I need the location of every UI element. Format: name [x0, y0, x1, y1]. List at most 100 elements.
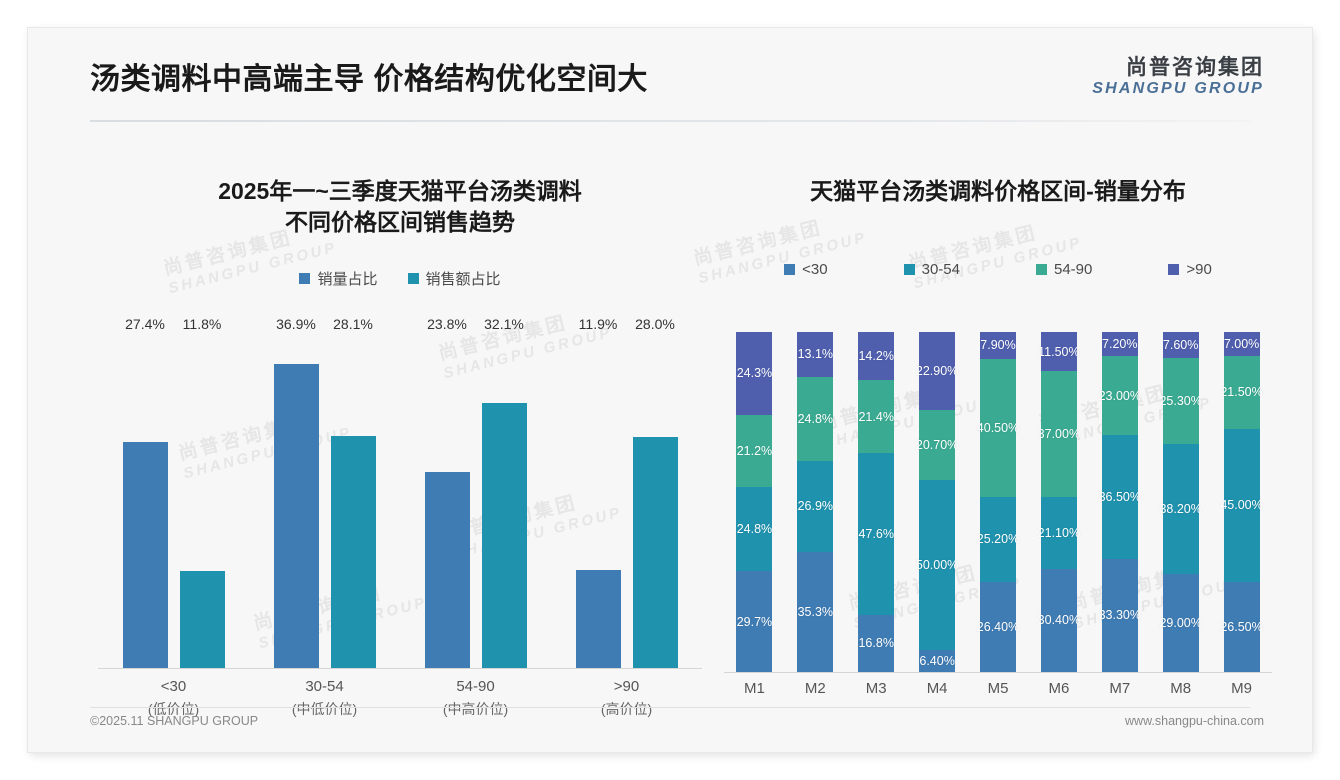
stacked-bar-segment[interactable]: 21.4%: [858, 380, 895, 454]
stacked-bar-segment[interactable]: 30.40%: [1038, 568, 1080, 672]
x-axis-label: >90 (高价位): [551, 676, 702, 720]
stacked-bar: 13.1% 24.8% 26.9% 35.3%: [797, 332, 834, 673]
stacked-bar-segment[interactable]: 24.8%: [736, 486, 773, 572]
segment-value-label: 20.70%: [915, 438, 959, 453]
stacked-bar-segment[interactable]: 33.30%: [1098, 558, 1141, 672]
stacked-bar-segment[interactable]: 37.00%: [1038, 371, 1080, 497]
stacked-bar-segment[interactable]: 25.20%: [977, 496, 1019, 583]
stacked-bar-segment[interactable]: 16.8%: [858, 614, 895, 673]
x-axis-label: M2: [804, 680, 826, 697]
bar[interactable]: 28.0%: [632, 316, 678, 668]
bar[interactable]: 28.1%: [330, 316, 376, 668]
x-axis-label-sub: (中低价位): [291, 700, 358, 717]
segment-value-label: 26.50%: [1220, 619, 1263, 634]
bar-value-label: 28.1%: [333, 316, 373, 332]
stacked-bar-segment[interactable]: 47.6%: [858, 453, 895, 615]
stacked-bar-segment[interactable]: 21.50%: [1220, 355, 1263, 429]
stacked-bar-segment[interactable]: 13.1%: [797, 332, 834, 377]
left-chart-title: 2025年一~三季度天猫平台汤类调料 不同价格区间销售趋势: [90, 176, 710, 238]
legend-swatch-icon: [1036, 263, 1047, 275]
stacked-bar-segment[interactable]: 24.3%: [736, 332, 773, 415]
stacked-bar-segment[interactable]: 26.9%: [797, 460, 834, 553]
logo-text-en: SHANGPU GROUP: [1092, 79, 1264, 97]
x-axis-label: M7: [1109, 680, 1131, 697]
stacked-bar-segment[interactable]: 24.8%: [797, 376, 834, 461]
slide-canvas: 尚普咨询集团 SHANGPU GROUP 尚普咨询集团 SHANGPU GROUP …: [28, 28, 1312, 752]
logo-text-cn: 尚普咨询集团: [1126, 56, 1264, 79]
right-legend-item[interactable]: >90: [1168, 261, 1212, 278]
stacked-bar-segment[interactable]: 26.40%: [977, 582, 1019, 673]
x-axis-label-sub: (高价位): [600, 700, 653, 717]
slide-header: 汤类调料中高端主导 价格结构优化空间大 尚普咨询集团 SHANGPU GROUP: [28, 28, 1312, 122]
bar[interactable]: 36.9%: [273, 316, 319, 668]
segment-value-label: 6.40%: [919, 654, 955, 669]
right-legend-item[interactable]: 30-54: [903, 260, 960, 278]
x-axis-label: M8: [1170, 680, 1192, 697]
segment-value-label: 25.30%: [1159, 393, 1202, 408]
stacked-bar-segment[interactable]: 21.10%: [1038, 496, 1080, 569]
segment-value-label: 11.50%: [1038, 344, 1080, 359]
bar-column: 28.1%: [330, 316, 376, 668]
stacked-bar-segment[interactable]: 29.7%: [736, 571, 773, 672]
stacked-bar-segment[interactable]: 21.2%: [736, 414, 773, 487]
stacked-bar-segment[interactable]: 45.00%: [1220, 428, 1263, 582]
stacked-bar-segment[interactable]: 7.20%: [1101, 332, 1138, 357]
right-legend-item[interactable]: <30: [784, 261, 828, 278]
bar-group: 36.9% 28.1%: [249, 316, 400, 668]
left-chart-title-line1: 2025年一~三季度天猫平台汤类调料: [218, 178, 582, 204]
stacked-bar-segment[interactable]: 14.2%: [858, 332, 895, 381]
right-legend-label: 30-54: [921, 260, 960, 278]
bar-column: 23.8%: [424, 316, 470, 668]
right-chart-panel: 天猫平台汤类调料价格区间-销量分布 <30 30-54 54-90 >90 24.3%…: [718, 128, 1278, 728]
right-legend-label: 54-90: [1054, 260, 1093, 278]
bar[interactable]: 11.8%: [179, 316, 225, 668]
bar[interactable]: 23.8%: [424, 316, 470, 668]
legend-swatch-icon: [299, 272, 311, 284]
stacked-bar: 7.20% 23.00% 36.50% 33.30%: [1098, 332, 1141, 672]
stacked-bar-segment[interactable]: 38.20%: [1159, 443, 1202, 574]
footer-divider: [90, 707, 1250, 708]
right-chart-title: 天猫平台汤类调料价格区间-销量分布: [810, 178, 1186, 204]
stacked-bar-segment[interactable]: 11.50%: [1038, 332, 1080, 372]
left-legend-item[interactable]: 销量占比: [299, 268, 378, 289]
segment-value-label: 21.2%: [736, 443, 773, 458]
segment-value-label: 23.00%: [1098, 388, 1141, 403]
right-chart-x-labels: M1 M2 M3 M4 M5 M6 M7 M8 M9: [724, 680, 1272, 710]
stacked-bar-segment[interactable]: 7.90%: [980, 332, 1016, 359]
stacked-bar-segment[interactable]: 25.30%: [1159, 357, 1202, 444]
segment-value-label: 29.00%: [1159, 615, 1202, 630]
bar[interactable]: 11.9%: [575, 316, 621, 668]
segment-value-label: 22.90%: [915, 363, 959, 378]
bar[interactable]: 27.4%: [122, 316, 168, 668]
stacked-bar: 11.50% 37.00% 21.10% 30.40%: [1038, 332, 1080, 672]
stacked-bar-segment[interactable]: 7.60%: [1162, 332, 1199, 358]
bar[interactable]: 32.1%: [481, 316, 527, 668]
bar-value-label: 27.4%: [125, 316, 165, 332]
left-chart-x-labels: <30 (低价位) 30-54 (中低价位) 54-90 (中高价位) >90 (高价位): [98, 676, 702, 736]
bar-value-label: 36.9%: [276, 316, 316, 332]
stacked-bar-segment[interactable]: 20.70%: [915, 409, 959, 481]
stacked-bar-segment[interactable]: 29.00%: [1159, 573, 1202, 672]
stacked-bar-segment[interactable]: 40.50%: [977, 358, 1019, 497]
stacked-bar-segment[interactable]: 50.00%: [916, 480, 958, 651]
segment-value-label: 33.30%: [1098, 608, 1141, 623]
stacked-bar-segment[interactable]: 36.50%: [1099, 434, 1141, 559]
header-divider: [90, 120, 1250, 122]
segment-value-label: 13.1%: [797, 347, 834, 362]
stacked-bar-segment[interactable]: 22.90%: [915, 332, 959, 410]
stacked-bar-segment[interactable]: 23.00%: [1098, 356, 1141, 435]
left-chart-title-line2: 不同价格区间销售趋势: [285, 208, 515, 235]
right-chart-legend: <30 30-54 54-90 >90: [718, 261, 1278, 278]
stacked-bar-segment[interactable]: 6.40%: [919, 650, 956, 672]
stacked-bar-segment[interactable]: 35.3%: [797, 552, 834, 673]
x-axis-label: M1: [744, 680, 765, 697]
stacked-bar-segment[interactable]: 7.00%: [1223, 332, 1260, 356]
left-legend-item[interactable]: 销售额占比: [407, 268, 501, 289]
stacked-bar-segment[interactable]: 26.50%: [1220, 581, 1263, 672]
legend-swatch-icon: [1168, 263, 1180, 275]
x-axis-label: M6: [1048, 680, 1070, 697]
right-legend-item[interactable]: 54-90: [1036, 261, 1092, 278]
bar-group: 11.9% 28.0%: [551, 316, 702, 668]
x-axis-label-sub: (中高价位): [442, 700, 509, 717]
bar-value-label: 23.8%: [427, 316, 467, 332]
